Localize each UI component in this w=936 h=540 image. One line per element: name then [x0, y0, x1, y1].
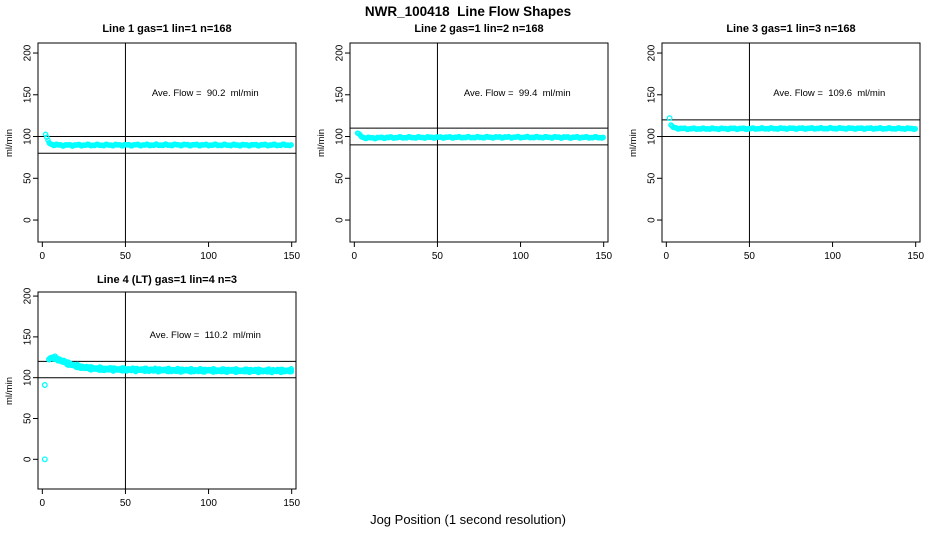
y-tick-label: 150	[335, 86, 346, 103]
outlier-data-point	[41, 382, 48, 388]
y-tick-label: 150	[23, 328, 34, 345]
y-tick-label: 100	[23, 128, 34, 145]
x-tick-label: 150	[907, 251, 924, 262]
y-tick-label: 100	[335, 128, 346, 145]
y-tick-label: 50	[335, 172, 346, 184]
x-tick-label: 0	[664, 251, 670, 262]
outlier-data-point	[666, 115, 673, 122]
y-tick-label: 200	[23, 287, 34, 304]
x-axis-label: Jog Position (1 second resolution)	[370, 512, 566, 527]
y-tick-label: 50	[647, 172, 658, 184]
x-tick-label: 50	[120, 251, 132, 262]
data-point	[600, 134, 606, 141]
panel-2-title: Line 2 gas=1 lin=2 n=168	[414, 23, 544, 35]
y-tick-label: 0	[647, 217, 658, 223]
y-tick-label: 0	[23, 456, 34, 462]
x-tick-label: 50	[432, 251, 444, 262]
panel-4-plot-area: 0 50 100 150 0 50 100 150 200	[23, 287, 301, 509]
x-tick-label: 150	[595, 251, 612, 262]
panel-line-4: Line 4 (LT) gas=1 lin=4 n=3 Ave. Flow = …	[0, 270, 312, 540]
figure-title: NWR_100418 Line Flow Shapes	[364, 4, 572, 19]
x-tick-label: 50	[120, 498, 132, 509]
scatter-points-layer	[666, 115, 919, 133]
axes-layer: 0 50 100 150 0 50 100 150 200	[335, 42, 612, 262]
x-tick-label: 100	[824, 251, 841, 262]
y-tick-label: 100	[23, 369, 34, 386]
y-tick-label: 50	[23, 172, 34, 184]
axes-layer: 0 50 100 150 0 50 100 150 200	[23, 42, 300, 262]
y-tick-label: 50	[23, 412, 34, 424]
panel-1-title: Line 1 gas=1 lin=1 n=168	[102, 23, 232, 35]
panel-3-title: Line 3 gas=1 lin=3 n=168	[726, 23, 856, 35]
data-point	[42, 131, 49, 138]
data-point	[912, 126, 919, 132]
panel-line-3: Line 3 gas=1 lin=3 n=168 Ave. Flow = 109…	[624, 0, 936, 270]
data-point	[44, 134, 50, 140]
y-tick-label: 0	[23, 217, 34, 223]
data-point	[45, 137, 51, 143]
x-tick-label: 100	[200, 498, 217, 509]
data-point	[288, 142, 294, 148]
panel-1-ave-flow-annotation: Ave. Flow = 90.2 ml/min	[151, 87, 259, 99]
data-point	[288, 366, 295, 372]
x-tick-label: 150	[283, 251, 300, 262]
scatter-points-layer	[42, 131, 294, 149]
y-tick-label: 100	[647, 128, 658, 145]
panel-3-plot-area: 0 50 100 150 0 50 100 150 200	[647, 42, 924, 262]
y-tick-label: 200	[335, 44, 346, 61]
panel-4-ave-flow-annotation: Ave. Flow = 110.2 ml/min	[149, 329, 261, 341]
y-tick-label: 150	[23, 86, 34, 103]
y-tick-label: 200	[23, 44, 34, 61]
panel-2-plot-area: 0 50 100 150 0 50 100 150 200	[335, 42, 612, 262]
x-tick-label: 150	[283, 498, 300, 509]
x-tick-label: 0	[352, 251, 358, 262]
panel-4-title: Line 4 (LT) gas=1 lin=4 n=3	[96, 274, 238, 286]
axes-layer: 0 50 100 150 0 50 100 150 200	[23, 287, 301, 509]
y-tick-label: 200	[647, 44, 658, 61]
y-tick-label: 150	[647, 86, 658, 103]
panel-3-ave-flow-annotation: Ave. Flow = 109.6 ml/min	[773, 87, 886, 99]
x-tick-label: 50	[744, 251, 756, 262]
scatter-points-layer	[354, 130, 606, 142]
panel-line-1: Line 1 gas=1 lin=1 n=168 Ave. Flow = 90.…	[0, 0, 312, 270]
x-tick-label: 0	[40, 251, 46, 262]
axes-layer: 0 50 100 150 0 50 100 150 200	[647, 42, 924, 262]
x-tick-label: 100	[512, 251, 529, 262]
x-tick-label: 0	[40, 498, 46, 509]
panel-line-2: Line 2 gas=1 lin=2 n=168 Ave. Flow = 99.…	[312, 0, 624, 270]
y-tick-label: 0	[335, 217, 346, 223]
panel-2-ave-flow-annotation: Ave. Flow = 99.4 ml/min	[463, 87, 571, 99]
x-tick-label: 100	[200, 251, 217, 262]
outlier-data-point	[41, 456, 48, 463]
panel-1-plot-area: 0 50 100 150 0 50 100 150 200	[23, 42, 300, 262]
scatter-points-layer	[41, 353, 295, 463]
